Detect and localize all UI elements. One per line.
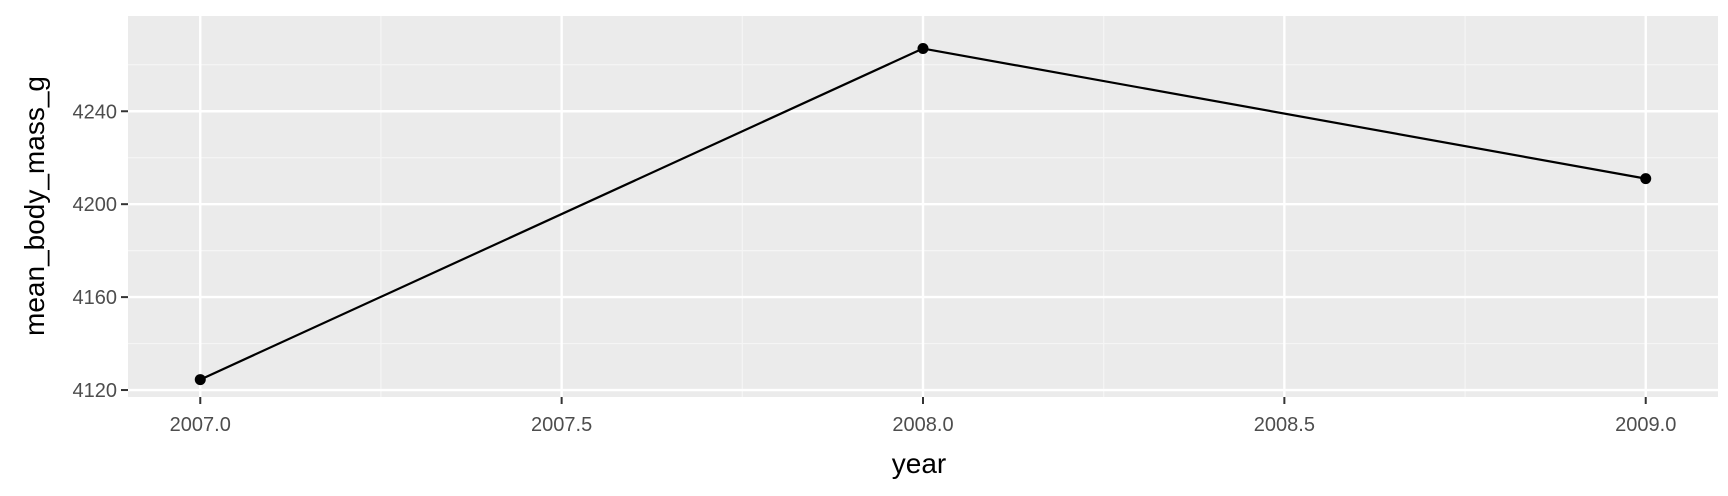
- data-point: [917, 43, 929, 55]
- x-tick-label: 2009.0: [1615, 414, 1676, 436]
- x-axis-title: year: [892, 448, 946, 479]
- y-axis-title: mean_body_mass_g: [19, 76, 50, 336]
- x-tick-label: 2008.0: [892, 414, 953, 436]
- y-tick-label: 4160: [73, 287, 118, 309]
- data-point: [194, 374, 206, 386]
- x-tick-label: 2008.5: [1254, 414, 1315, 436]
- x-axis: 2007.0 2007.5 2008.0 2008.5 2009.0: [170, 397, 1676, 436]
- y-tick-label: 4200: [73, 194, 118, 216]
- y-tick-label: 4240: [73, 101, 118, 123]
- x-tick-label: 2007.5: [531, 414, 592, 436]
- major-gridlines: [128, 16, 1718, 397]
- data-point: [1640, 173, 1652, 185]
- y-axis: 4120 4160 4200 4240: [73, 101, 128, 402]
- x-tick-label: 2007.0: [170, 414, 231, 436]
- y-tick-label: 4120: [73, 380, 118, 402]
- series-layer: [194, 43, 1652, 386]
